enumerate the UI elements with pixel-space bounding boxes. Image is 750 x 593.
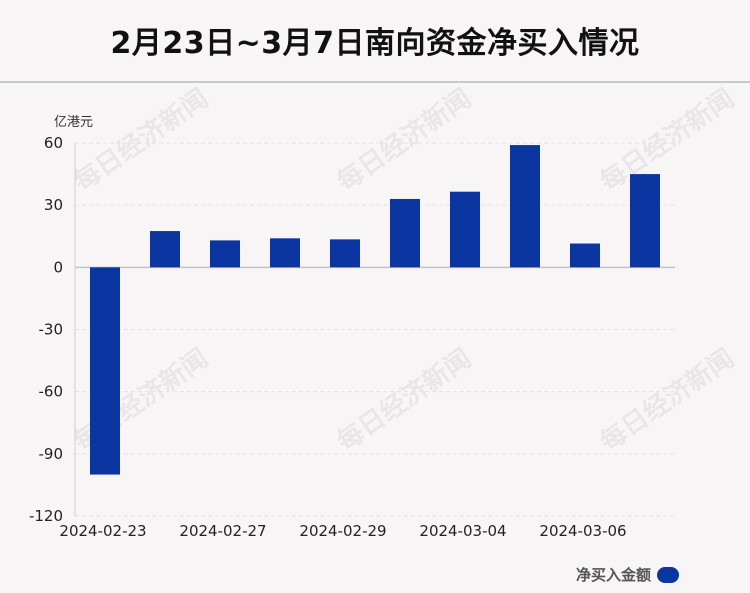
chart-title: 2月23日~3月7日南向资金净买入情况 [110,26,640,61]
bar [510,145,540,268]
bar [630,174,660,268]
x-tick-label: 2024-03-06 [539,522,626,540]
y-tick-label: -60 [39,383,64,401]
bar [450,191,480,268]
legend: 净买入金额 [576,564,680,585]
axes [74,143,675,516]
y-tick-label: 0 [53,258,63,276]
y-axis-unit-label: 亿港元 [54,115,94,130]
y-tick-label: 60 [44,134,63,152]
bar [210,240,240,268]
y-tick-label: -90 [39,445,64,463]
x-tick-labels: 2024-02-23 2024-02-27 2024-02-29 2024-03-04… [59,522,626,540]
bar [570,243,600,268]
gridlines [75,142,675,517]
bar [390,198,420,268]
bar [150,231,180,268]
x-tick-label: 2024-02-27 [179,522,266,540]
x-tick-label: 2024-02-29 [299,522,386,540]
y-tick-label: 30 [44,196,63,214]
legend-swatch [657,566,680,583]
bars [90,145,660,475]
bar [330,239,360,268]
x-tick-label: 2024-03-04 [419,522,506,540]
y-tick-label: -120 [29,507,63,525]
y-tick-labels: 60 30 0 -30 -60 -90 -120 [29,134,63,525]
y-tick-label: -30 [39,321,64,339]
x-tick-label: 2024-02-23 [59,522,146,540]
bar [90,267,120,475]
title-divider [0,81,750,83]
legend-label: 净买入金额 [576,566,652,584]
bar [270,238,300,268]
